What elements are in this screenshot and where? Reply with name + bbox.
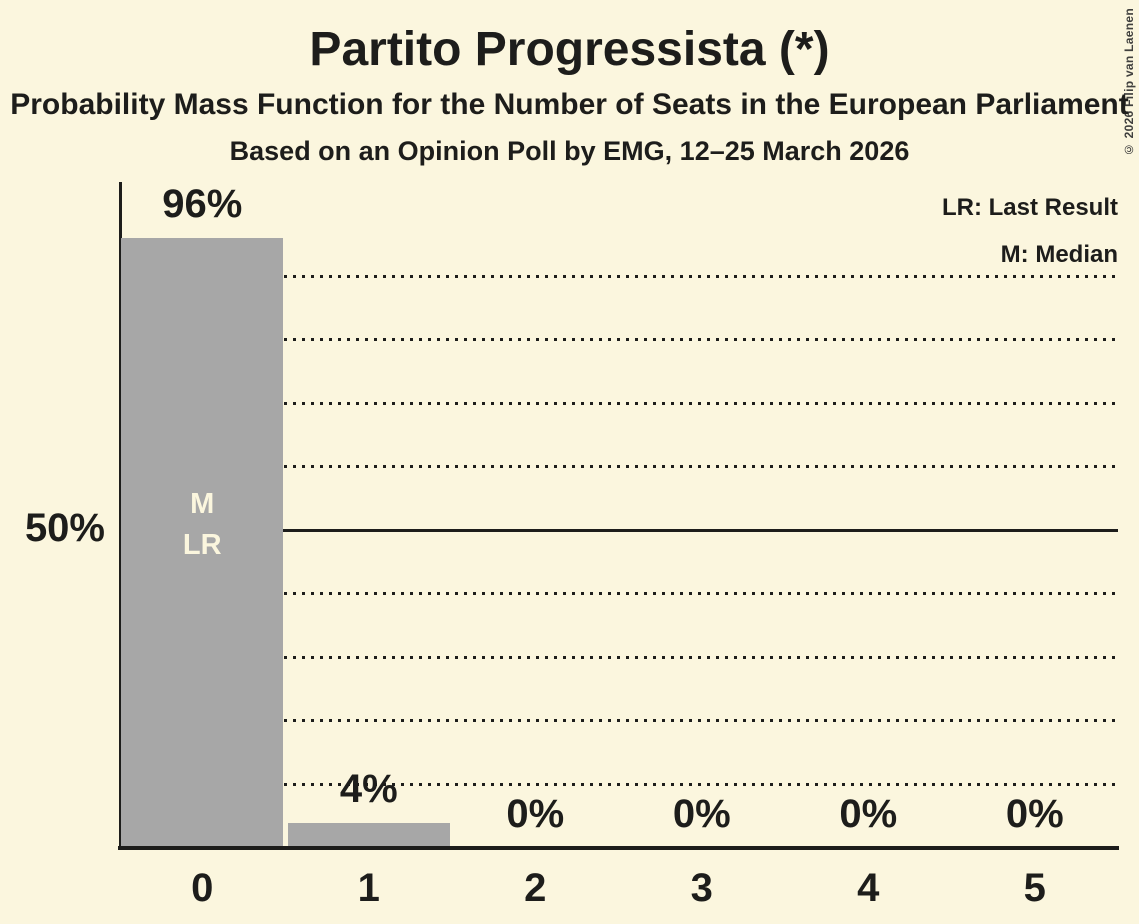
gridline-10pct: [122, 783, 1118, 786]
legend: LR: Last Result M: Median: [942, 184, 1118, 278]
x-axis-label-0: 0: [191, 866, 214, 910]
gridline-60pct: [122, 465, 1118, 468]
y-axis-line: [119, 182, 122, 850]
x-axis-label-5: 5: [1023, 866, 1046, 910]
chart-subtitle: Probability Mass Function for the Number…: [10, 88, 1129, 121]
gridline-70pct: [122, 402, 1118, 405]
bar-annotation-line: M: [190, 488, 215, 520]
bar-value-label-3: 0%: [672, 792, 731, 836]
gridline-40pct: [122, 592, 1118, 595]
bar-annotation-median-lr: M LR: [119, 484, 286, 566]
bar-value-label-1: 4%: [339, 766, 398, 811]
x-axis-label-4: 4: [857, 866, 880, 910]
gridline-80pct: [122, 338, 1118, 341]
x-axis-label-3: 3: [690, 866, 713, 910]
chart-title: Partito Progressista (*): [309, 23, 830, 76]
gridline-50pct-solid: [122, 529, 1118, 532]
gridline-30pct: [122, 656, 1118, 659]
bar-seat-1: [287, 822, 450, 848]
bar-value-label-0: 96%: [162, 182, 243, 227]
y-axis-label-50: 50%: [24, 506, 105, 550]
x-axis-label-1: 1: [357, 866, 380, 910]
x-axis-line: [118, 846, 1119, 850]
legend-last-result: LR: Last Result: [941, 194, 1118, 221]
gridline-90pct: [122, 275, 1118, 278]
bar-value-label-2: 0%: [506, 792, 565, 836]
chart-poll-info: Based on an Opinion Poll by EMG, 12–25 M…: [229, 136, 910, 166]
bar-value-label-5: 0%: [1005, 792, 1064, 836]
gridline-20pct: [122, 719, 1118, 722]
bar-seat-0: [121, 238, 284, 848]
legend-median: M: Median: [1000, 241, 1118, 268]
bar-value-label-4: 0%: [839, 792, 898, 836]
bar-annotation-line: LR: [182, 529, 222, 561]
x-axis-label-2: 2: [524, 866, 547, 910]
